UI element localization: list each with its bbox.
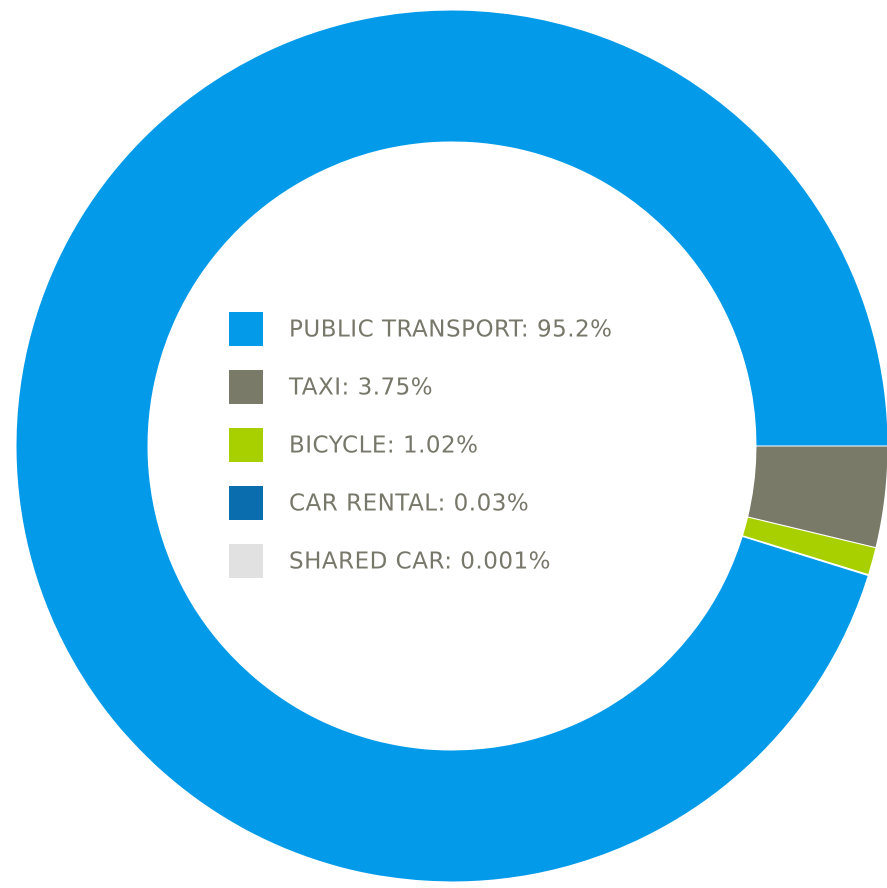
legend-label: SHARED CAR: 0.001% bbox=[289, 549, 551, 575]
legend-swatch bbox=[229, 370, 263, 404]
legend-label: TAXI: 3.75% bbox=[288, 375, 433, 401]
legend-label: CAR RENTAL: 0.03% bbox=[289, 491, 529, 517]
legend-swatch bbox=[229, 486, 263, 520]
legend-swatch bbox=[229, 428, 263, 462]
legend: PUBLIC TRANSPORT: 95.2% TAXI: 3.75% BICYCL… bbox=[229, 312, 613, 578]
donut bbox=[15, 9, 887, 883]
legend-label: PUBLIC TRANSPORT: 95.2% bbox=[289, 317, 613, 343]
donut-slice bbox=[741, 535, 869, 577]
legend-label: BICYCLE: 1.02% bbox=[289, 433, 479, 459]
donut-slice bbox=[15, 9, 887, 883]
legend-swatch bbox=[229, 312, 263, 346]
legend-swatch bbox=[229, 544, 263, 578]
